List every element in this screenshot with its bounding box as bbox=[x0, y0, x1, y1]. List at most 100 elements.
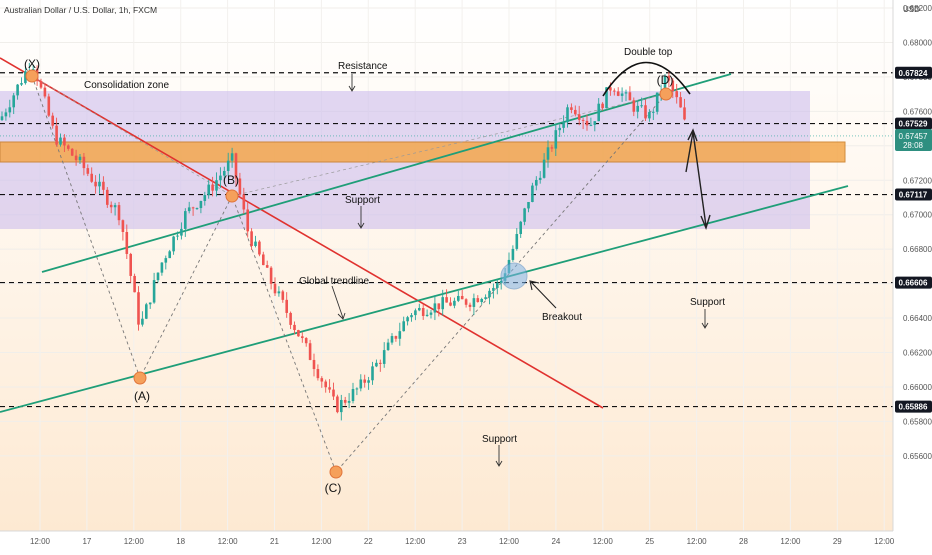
breakout-label: Breakout bbox=[542, 312, 582, 323]
candle-body bbox=[433, 303, 437, 313]
candle-body bbox=[562, 122, 565, 128]
candle-body bbox=[82, 156, 86, 169]
candle-body bbox=[558, 127, 561, 131]
candle-body bbox=[468, 304, 472, 307]
candle-body bbox=[460, 295, 464, 300]
current-price-badge[interactable] bbox=[895, 128, 932, 151]
candle-body bbox=[550, 147, 554, 149]
candle-body bbox=[223, 170, 226, 176]
candle-body bbox=[538, 177, 542, 180]
candle-body bbox=[51, 115, 54, 126]
candle-body bbox=[593, 121, 597, 125]
candle-body bbox=[613, 90, 616, 92]
candle-body bbox=[453, 300, 456, 306]
candle-body bbox=[667, 75, 671, 81]
time-axis-background[interactable] bbox=[0, 531, 932, 550]
level-price-badge[interactable] bbox=[895, 188, 932, 201]
candle-body bbox=[39, 81, 43, 88]
time-tick-label: 12:00 bbox=[687, 537, 708, 546]
candle-body bbox=[211, 184, 214, 191]
price-tick-label: 0.67600 bbox=[903, 107, 932, 116]
candle-body bbox=[316, 369, 320, 379]
candle-body bbox=[203, 195, 207, 201]
projection-arrow-up bbox=[685, 131, 694, 173]
candle-body bbox=[12, 95, 15, 108]
candle-body bbox=[671, 80, 675, 92]
support-lower-pointer bbox=[495, 445, 503, 467]
time-tick-label: 18 bbox=[176, 537, 185, 546]
candle-body bbox=[492, 287, 495, 291]
projection-arrow-down bbox=[692, 131, 707, 227]
pattern-diagonal-bd bbox=[231, 93, 667, 197]
candle-body bbox=[320, 378, 324, 382]
pivot-d-marker[interactable] bbox=[659, 87, 673, 101]
time-tick-label: 17 bbox=[82, 537, 91, 546]
global-trendline-label: Global trendline bbox=[299, 276, 369, 287]
level-price-value: 0.67117 bbox=[899, 191, 928, 200]
candle-body bbox=[542, 159, 546, 178]
candle-body bbox=[129, 253, 132, 276]
candle-body bbox=[277, 291, 281, 294]
candle-body bbox=[109, 204, 113, 208]
double-top-label: Double top bbox=[624, 47, 673, 58]
candle-body bbox=[480, 299, 483, 303]
level-price-value: 0.67529 bbox=[899, 120, 928, 129]
breakout-circle[interactable] bbox=[500, 262, 528, 290]
candle-body bbox=[636, 105, 639, 112]
candle-body bbox=[535, 179, 538, 186]
pivot-c-marker[interactable] bbox=[329, 465, 343, 479]
candle-body bbox=[16, 84, 19, 96]
time-tick-label: 12:00 bbox=[780, 537, 801, 546]
resistance-pointer bbox=[348, 74, 356, 92]
time-tick-label: 12:00 bbox=[405, 537, 426, 546]
candle-body bbox=[663, 75, 667, 92]
candle-body bbox=[546, 147, 550, 160]
channel-upper-line[interactable] bbox=[41, 73, 732, 273]
candle-body bbox=[258, 241, 261, 255]
level-price-badge[interactable] bbox=[895, 66, 932, 79]
price-tick-label: 0.66200 bbox=[903, 349, 932, 358]
price-axis-background[interactable] bbox=[893, 0, 932, 550]
time-tick-label: 29 bbox=[833, 537, 842, 546]
price-tick-label: 0.65800 bbox=[903, 417, 932, 426]
candle-body bbox=[195, 208, 199, 210]
candle-body bbox=[624, 92, 628, 94]
consolidation-zone-label: Consolidation zone bbox=[84, 80, 169, 91]
level-price-badge[interactable] bbox=[895, 276, 932, 289]
candle-body bbox=[589, 124, 593, 126]
level-price-value: 0.67824 bbox=[899, 69, 928, 78]
level-price-badge[interactable] bbox=[895, 117, 932, 130]
projection-arrow-down-head bbox=[700, 214, 711, 231]
candle-body bbox=[265, 265, 269, 268]
symbol-title: Australian Dollar / U.S. Dollar, 1h, FXC… bbox=[4, 5, 157, 15]
candle-body bbox=[47, 96, 51, 116]
breakout-arrow bbox=[530, 281, 557, 309]
red-descending-trendline[interactable] bbox=[0, 57, 604, 409]
candle-body bbox=[172, 236, 175, 252]
candle-body bbox=[351, 388, 355, 402]
candle-body bbox=[375, 362, 378, 367]
pivot-a-marker[interactable] bbox=[133, 371, 147, 385]
price-tick-label: 0.66400 bbox=[903, 314, 932, 323]
candle-body bbox=[113, 205, 117, 208]
candle-body bbox=[511, 248, 515, 260]
candle-body bbox=[570, 107, 573, 110]
breakout-arrow-head bbox=[529, 280, 540, 291]
candle-body bbox=[640, 105, 643, 107]
candle-body bbox=[476, 298, 480, 303]
pivot-b-marker[interactable] bbox=[225, 189, 239, 203]
candle-body bbox=[324, 381, 327, 388]
candle-body bbox=[94, 181, 97, 187]
candle-body bbox=[574, 109, 577, 115]
candle-body bbox=[141, 318, 144, 325]
candle-body bbox=[0, 116, 4, 120]
candle-body bbox=[347, 401, 351, 403]
candle-body bbox=[24, 71, 27, 84]
candle-body bbox=[519, 221, 522, 235]
current-price-value: 0.67457 bbox=[899, 132, 928, 141]
pivot-x-marker[interactable] bbox=[25, 69, 39, 83]
level-price-badge[interactable] bbox=[895, 400, 932, 413]
price-tick-label: 0.68200 bbox=[903, 4, 932, 13]
